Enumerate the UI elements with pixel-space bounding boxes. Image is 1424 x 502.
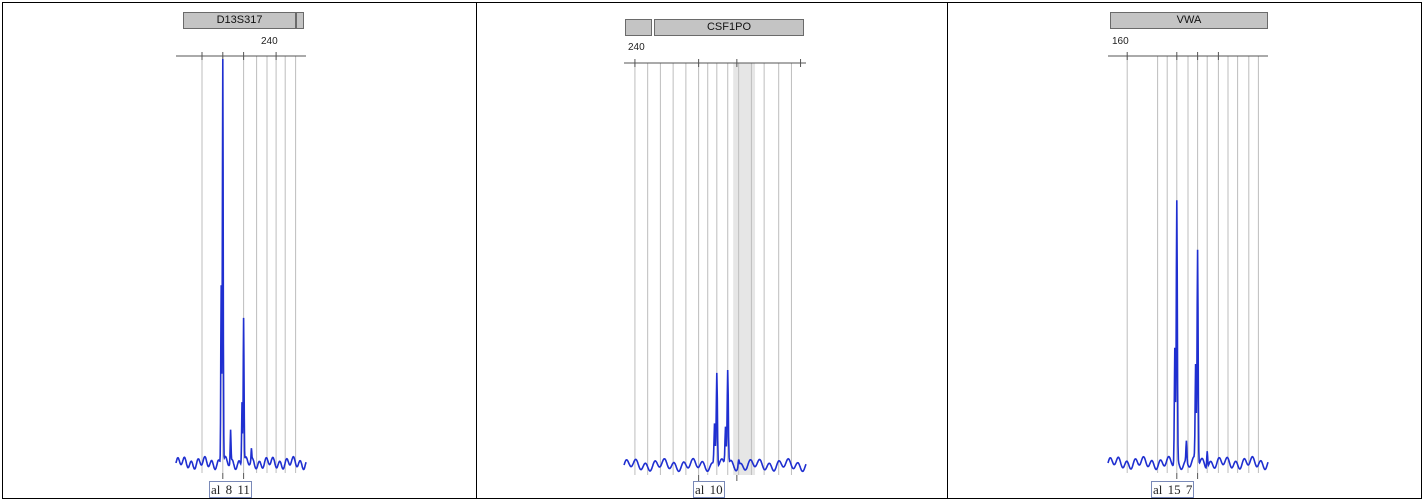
allele-call-box: al 10: [693, 481, 725, 498]
marker-label: D13S317: [183, 12, 296, 29]
allele-prefix: al: [695, 482, 705, 497]
panel-divider: [476, 2, 477, 499]
marker-bin-adjacent: [296, 12, 304, 29]
allele-prefix: al: [211, 482, 221, 497]
allele-call: 11: [237, 482, 250, 497]
marker-bin-adjacent: [625, 19, 652, 36]
allele-prefix: al: [1153, 482, 1163, 497]
electropherogram: [175, 52, 307, 479]
allele-call: 7: [1185, 482, 1193, 497]
allele-call: 10: [709, 482, 723, 497]
allele-call: 15: [1167, 482, 1181, 497]
electropherogram: [623, 59, 807, 481]
x-tick-label: 160: [1112, 36, 1129, 47]
marker-label: CSF1PO: [654, 19, 804, 36]
panel-divider: [947, 2, 948, 499]
allele-call: 8: [225, 482, 233, 497]
x-tick-label: 240: [261, 36, 278, 47]
trace-line: [623, 369, 807, 473]
allele-call-box: al 8 11: [209, 481, 252, 498]
trace-line: [1107, 200, 1269, 471]
electropherogram: [1107, 52, 1269, 479]
marker-label: VWA: [1110, 12, 1268, 29]
trace-line: [175, 58, 307, 471]
allele-call-box: al 15 7: [1151, 481, 1195, 498]
x-tick-label: 240: [628, 42, 645, 53]
